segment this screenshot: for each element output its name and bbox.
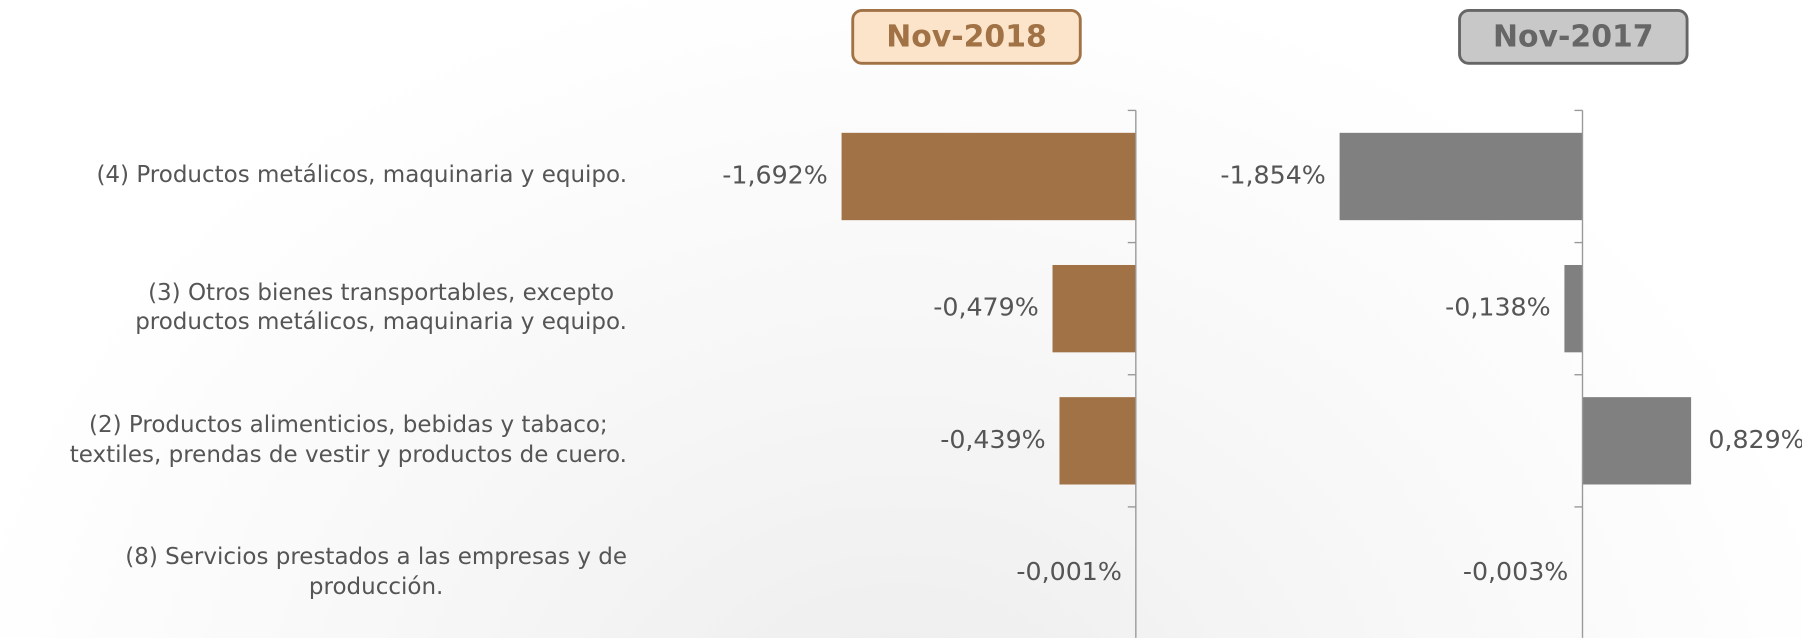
value-label: -0,138% bbox=[1445, 293, 1550, 322]
category-label: (2) Productos alimenticios, bebidas y ta… bbox=[69, 411, 627, 468]
value-label: -1,692% bbox=[722, 160, 827, 189]
bar bbox=[1582, 397, 1692, 485]
chart-title: Nov-2017 bbox=[1493, 20, 1654, 55]
chart-title: Nov-2018 bbox=[886, 20, 1047, 55]
value-label: 0,829% bbox=[1708, 425, 1802, 454]
category-label: (4) Productos metálicos, maquinaria y eq… bbox=[96, 162, 627, 189]
bar bbox=[1339, 132, 1583, 221]
title-box bbox=[851, 8, 1082, 65]
bar bbox=[1052, 264, 1136, 353]
category-label: (3) Otros bienes transportables, excepto… bbox=[135, 279, 627, 336]
bar bbox=[1059, 397, 1136, 485]
value-label: -0,003% bbox=[1463, 557, 1568, 586]
value-label: -1,854% bbox=[1220, 160, 1325, 189]
value-label: -0,439% bbox=[940, 425, 1045, 454]
bar bbox=[841, 132, 1136, 221]
bar bbox=[1564, 264, 1583, 353]
title-box bbox=[1458, 8, 1689, 65]
value-label: -0,479% bbox=[933, 293, 1038, 322]
value-label: -0,001% bbox=[1016, 557, 1121, 586]
category-label: (8) Servicios prestados a las empresas y… bbox=[125, 544, 627, 600]
